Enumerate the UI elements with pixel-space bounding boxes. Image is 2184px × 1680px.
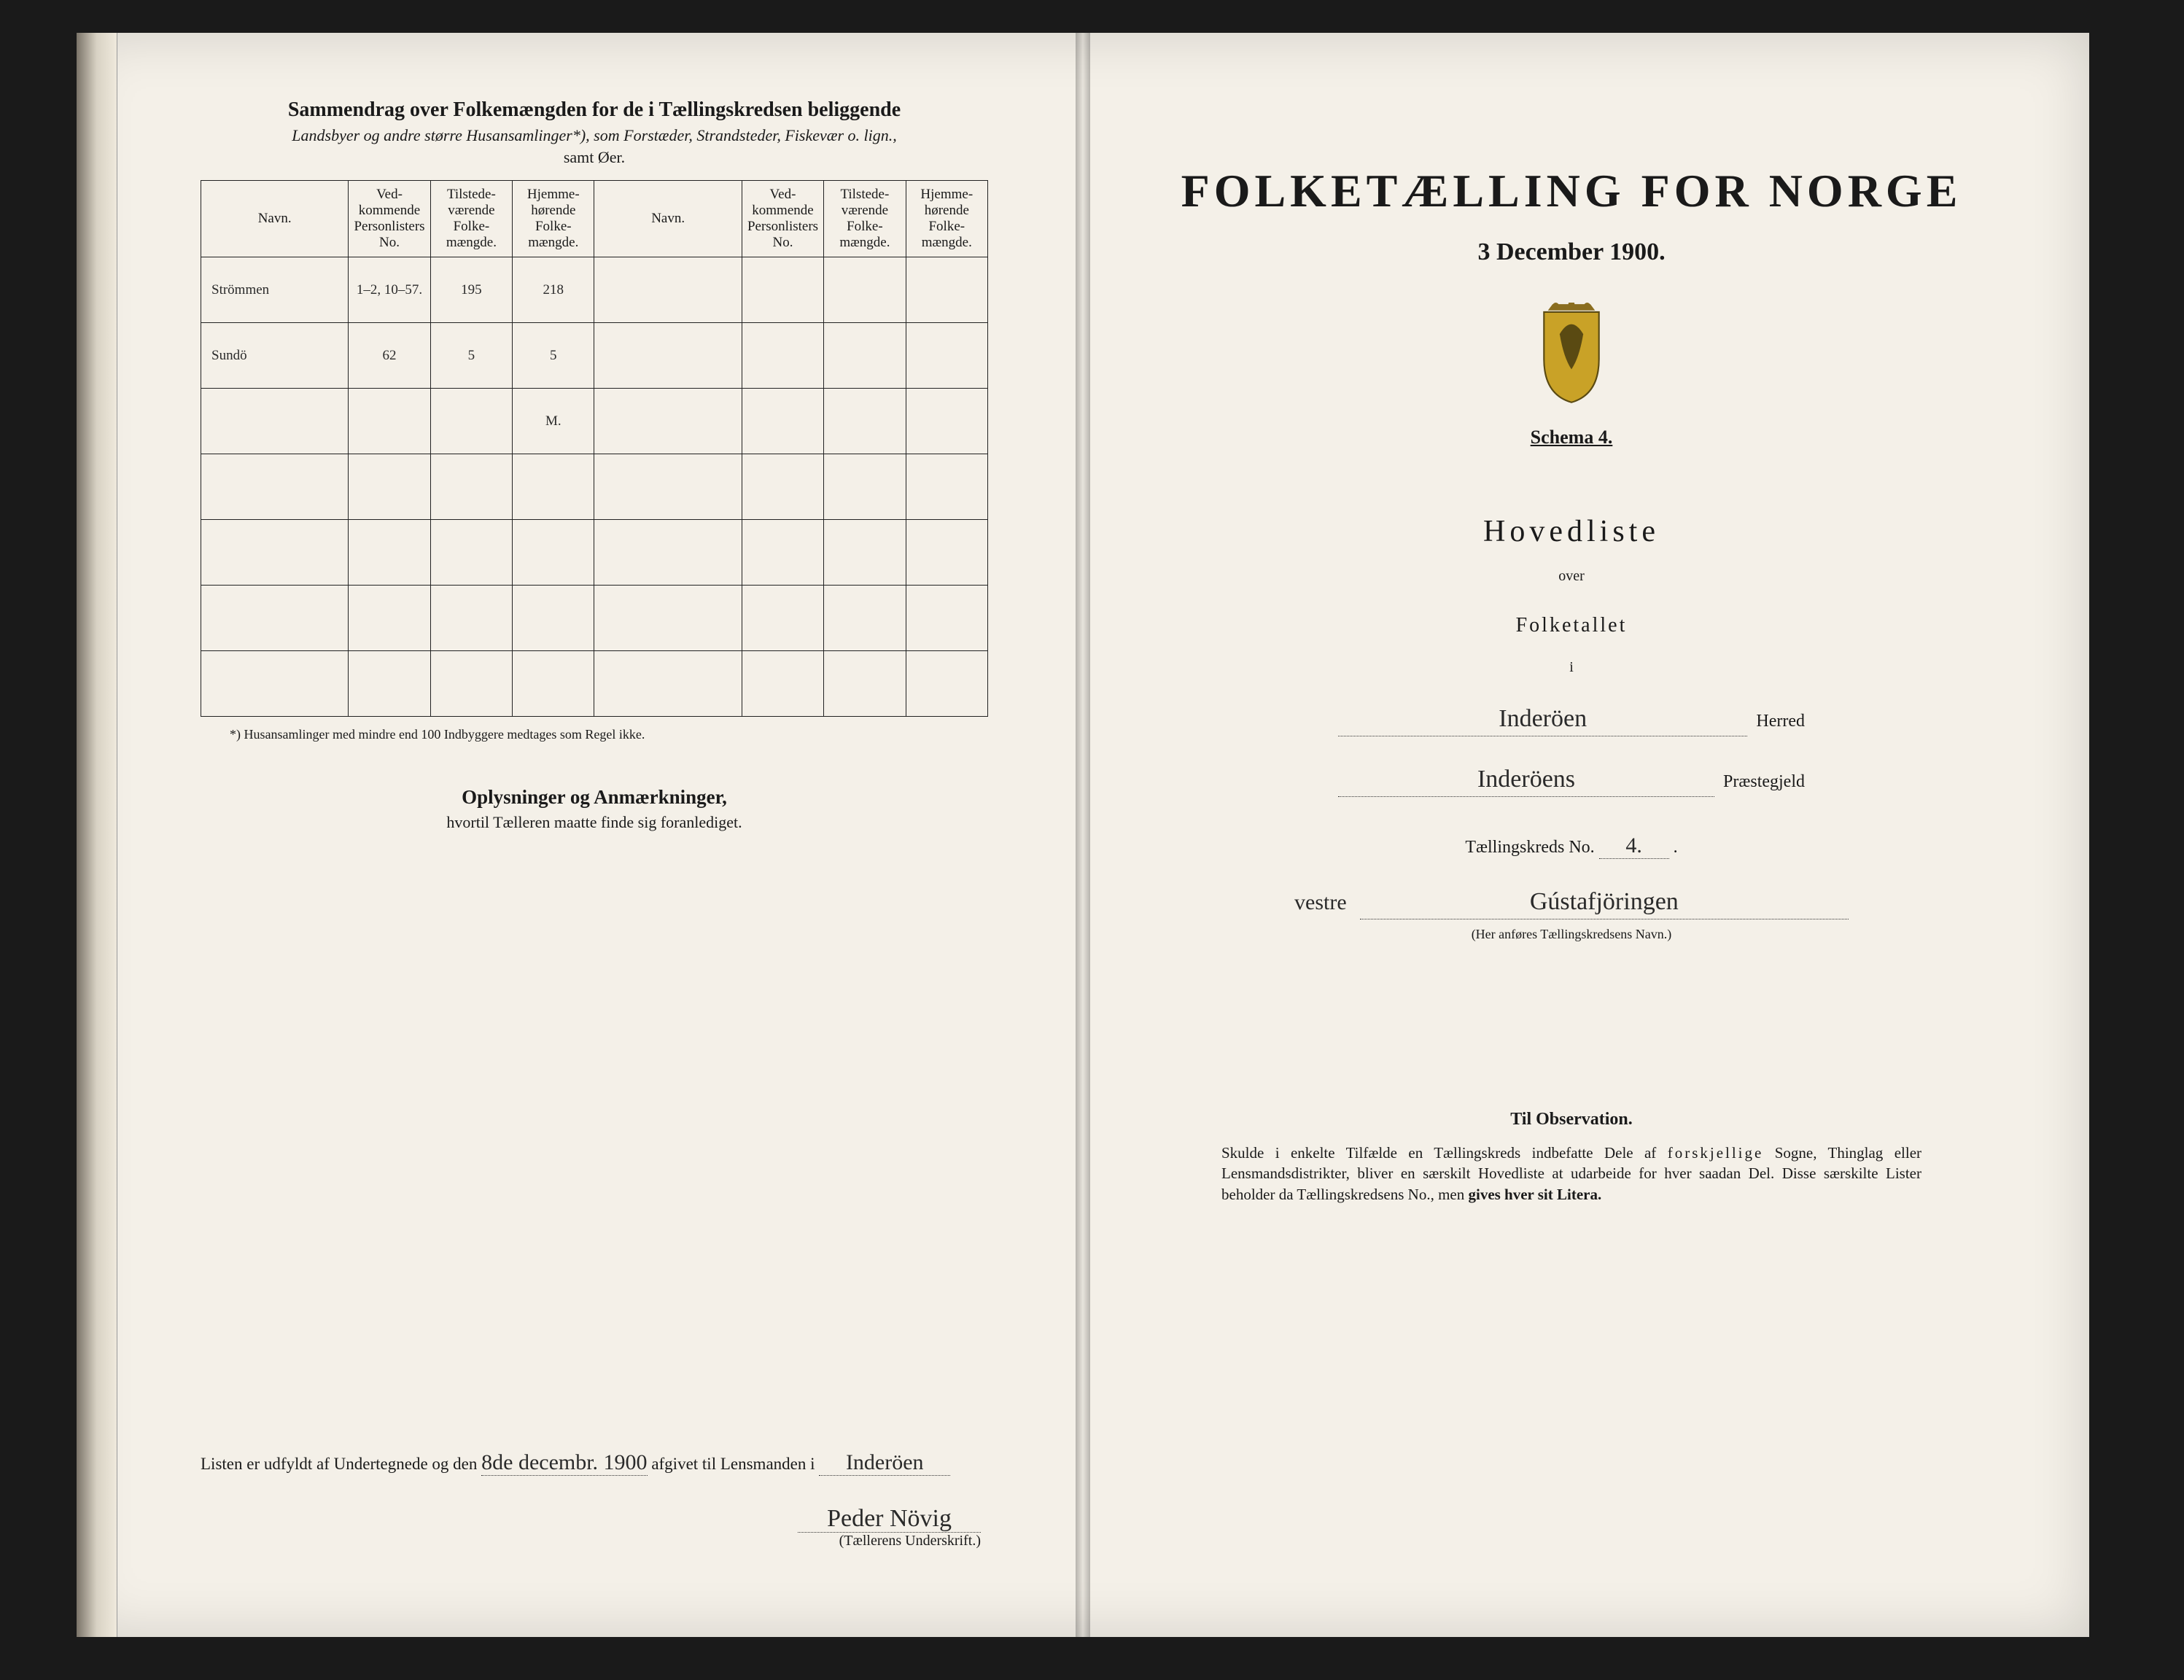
notes-title: Oplysninger og Anmærkninger, [201,786,988,809]
cell-hjemme: 218 [513,257,594,323]
table-footnote: *) Husansamlinger med mindre end 100 Ind… [201,727,988,742]
herred-label: Herred [1756,712,1805,731]
summary-table: Navn. Ved-kommende Personlisters No. Til… [201,180,988,717]
th-navn-l: Navn. [201,181,349,257]
praestegjeld-label: Præstegjeld [1723,772,1805,792]
kreds-name-row: vestre Gústafjöringen [1294,888,1849,919]
cell-tilstede: 195 [430,257,512,323]
cell-name: Sundö [201,323,349,389]
table-row [201,520,988,586]
attestation-place: Inderöen [819,1450,950,1476]
th-tilstede-r: Tilstede-værende Folke-mængde. [824,181,906,257]
th-tilstede-l: Tilstede-værende Folke-mængde. [430,181,512,257]
th-hjemme-r: Hjemme-hørende Folke-mængde. [906,181,987,257]
obs-text-bold: gives hver sit Litera. [1468,1186,1601,1203]
kreds-no-row: Tællingskreds No. 4. . [1178,833,1965,859]
summary-title: Sammendrag over Folkemængden for de i Tæ… [201,98,988,122]
book-spread: Sammendrag over Folkemængden for de i Tæ… [77,33,2089,1637]
cell-name [201,389,349,454]
th-no-l: Ved-kommende Personlisters No. [349,181,430,257]
hovedliste-heading: Hovedliste [1178,514,1965,549]
th-hjemme-l: Hjemme-hørende Folke-mængde. [513,181,594,257]
kreds-prefix: Tællingskreds No. [1465,838,1594,857]
summary-tbody: Strömmen 1–2, 10–57. 195 218 Sundö 62 5 … [201,257,988,717]
kreds-name-prefix: vestre [1294,890,1347,915]
th-navn-r: Navn. [594,181,742,257]
cell-tilstede [430,389,512,454]
table-row: M. [201,389,988,454]
praestegjeld-value: Inderöens [1338,766,1714,797]
signature-caption: (Tællerens Underskrift.) [839,1533,981,1549]
observation-body: Skulde i enkelte Tilfælde en Tællingskre… [1221,1143,1921,1205]
schema-label: Schema 4. [1178,427,1965,448]
kreds-no: 4. [1599,833,1669,859]
table-row [201,651,988,717]
cell-no: 1–2, 10–57. [349,257,430,323]
observation-title: Til Observation. [1178,1110,1965,1129]
table-row [201,454,988,520]
notes-subtitle: hvortil Tælleren maatte finde sig foranl… [201,813,988,832]
document-date: 3 December 1900. [1178,238,1965,266]
obs-text-spaced: forskjellige [1668,1144,1764,1162]
kreds-caption: (Her anføres Tællingskredsens Navn.) [1178,927,1965,942]
kreds-name: Gústafjöringen [1360,888,1849,919]
cell-hjemme: M. [513,389,594,454]
book-spine [1076,33,1090,1637]
i-label: i [1178,659,1965,676]
summary-subtitle-1: Landsbyer og andre større Husansamlinger… [201,126,988,145]
coat-of-arms-icon [1531,303,1612,405]
table-row [201,586,988,651]
herred-value: Inderöen [1338,705,1747,736]
praestegjeld-row: Inderöens Præstegjeld [1338,766,1805,797]
attestation-line: Listen er udfyldt af Undertegnede og den… [201,1450,981,1549]
th-no-r: Ved-kommende Personlisters No. [742,181,823,257]
cell-name: Strömmen [201,257,349,323]
right-page: FOLKETÆLLING FOR NORGE 3 December 1900. … [1076,33,2089,1637]
folketallet-label: Folketallet [1178,614,1965,637]
attestation-mid: afgivet til Lensmanden i [651,1455,815,1473]
obs-text-1: Skulde i enkelte Tilfælde en Tællingskre… [1221,1144,1656,1162]
cell-hjemme: 5 [513,323,594,389]
cell-no [349,389,430,454]
attestation-prefix: Listen er udfyldt af Undertegnede og den [201,1455,477,1473]
left-page: Sammendrag over Folkemængden for de i Tæ… [77,33,1076,1637]
table-row: Sundö 62 5 5 [201,323,988,389]
summary-subtitle-2: samt Øer. [201,148,988,167]
table-row: Strömmen 1–2, 10–57. 195 218 [201,257,988,323]
herred-row: Inderöen Herred [1338,705,1805,736]
signature: Peder Növig [798,1505,981,1533]
over-label: over [1178,568,1965,585]
document-title: FOLKETÆLLING FOR NORGE [1178,164,1965,218]
attestation-date: 8de decembr. 1900 [481,1450,647,1476]
cell-tilstede: 5 [430,323,512,389]
cell-no: 62 [349,323,430,389]
